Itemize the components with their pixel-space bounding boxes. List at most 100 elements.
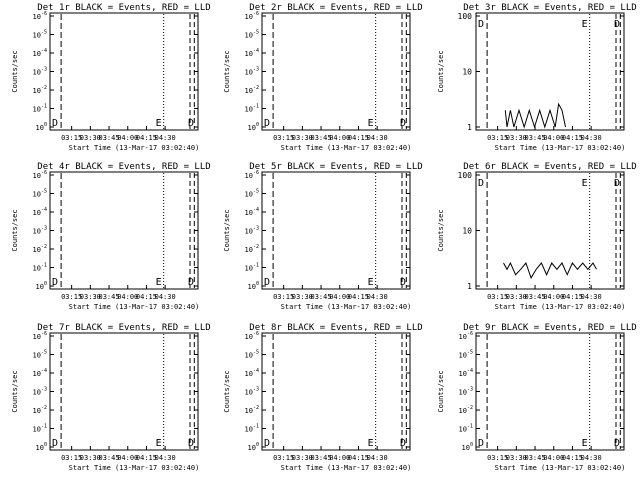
marker-d-start: D <box>52 118 58 129</box>
x-tick-label: 03:30 <box>292 134 313 142</box>
plot-frame <box>49 171 199 290</box>
x-tick-label: 03:45 <box>99 454 120 462</box>
x-tick-label: 04:30 <box>155 134 176 142</box>
marker-d-start: D <box>478 178 484 189</box>
y-tick-label: 10-2 <box>459 405 473 415</box>
y-tick-label: 100 <box>36 122 47 132</box>
marker-d-end: D <box>188 277 194 288</box>
x-tick-label: 03:45 <box>525 293 546 301</box>
marker-d-end: D <box>188 438 194 449</box>
y-tick-label: 10-1 <box>33 104 47 114</box>
x-tick-label: 04:00 <box>543 454 564 462</box>
panel-det4r: Det 4r BLACK = Events, RED = LLD Counts/s… <box>11 162 211 311</box>
plot-frame <box>261 171 411 290</box>
x-tick-label: 03:45 <box>99 293 120 301</box>
panel-title: Det 5r BLACK = Events, RED = LLD <box>249 162 422 172</box>
x-tick-label: 04:00 <box>543 134 564 142</box>
panel-title: Det 8r BLACK = Events, RED = LLD <box>249 323 422 333</box>
panel-det3r: Det 3r BLACK = Events, RED = LLD Counts/s… <box>437 3 637 152</box>
x-axis-label: Start Time (13-Mar-17 03:02:40) <box>69 464 200 472</box>
x-tick-label: 03:30 <box>506 454 527 462</box>
y-tick-label: 10-5 <box>245 350 259 360</box>
y-tick-label: 10-3 <box>245 226 259 236</box>
y-tick-label: 10-6 <box>459 331 473 341</box>
y-tick-label: 10-4 <box>33 48 47 58</box>
marker-d-end: D <box>400 118 406 129</box>
x-tick-label: 03:15 <box>61 293 82 301</box>
y-tick-label: 10-5 <box>459 350 473 360</box>
y-tick-label: 10-6 <box>33 11 47 21</box>
panel-title: Det 4r BLACK = Events, RED = LLD <box>37 162 210 172</box>
y-tick-label: 10-4 <box>33 207 47 217</box>
x-axis-label: Start Time (13-Mar-17 03:02:40) <box>495 464 626 472</box>
marker-d-start: D <box>264 118 270 129</box>
panel-det9r: Det 9r BLACK = Events, RED = LLD Counts/s… <box>437 323 637 472</box>
x-tick-label: 04:15 <box>136 454 157 462</box>
x-tick-label: 03:15 <box>273 134 294 142</box>
x-tick-label: 04:00 <box>117 454 138 462</box>
x-axis-label: Start Time (13-Mar-17 03:02:40) <box>281 464 412 472</box>
marker-d-end: D <box>188 118 194 129</box>
x-tick-label: 04:00 <box>329 454 350 462</box>
panel-det5r: Det 5r BLACK = Events, RED = LLD Counts/s… <box>223 162 423 311</box>
y-tick-label: 10-6 <box>245 11 259 21</box>
plot-frame <box>475 171 625 290</box>
y-tick-label: 100 <box>248 442 259 452</box>
y-tick-label: 100 <box>36 442 47 452</box>
y-tick-label: 10-2 <box>33 244 47 254</box>
y-tick-label: 10 <box>462 227 472 236</box>
x-tick-label: 04:15 <box>348 454 369 462</box>
x-tick-label: 03:15 <box>61 454 82 462</box>
marker-d-start: D <box>478 19 484 30</box>
panel-det1r: Det 1r BLACK = Events, RED = LLD Counts/s… <box>11 3 211 152</box>
y-tick-label: 10-6 <box>33 331 47 341</box>
x-tick-label: 04:30 <box>155 293 176 301</box>
y-tick-label: 10-4 <box>245 48 259 58</box>
y-tick-label: 10-5 <box>33 30 47 40</box>
marker-e: E <box>368 118 374 129</box>
x-tick-label: 03:15 <box>487 454 508 462</box>
y-tick-label: 100 <box>248 281 259 291</box>
y-tick-label: 10-2 <box>33 85 47 95</box>
y-axis-label: Counts/sec <box>437 370 445 412</box>
panel-title: Det 7r BLACK = Events, RED = LLD <box>37 323 210 333</box>
x-tick-label: 04:00 <box>543 293 564 301</box>
x-tick-label: 04:15 <box>136 134 157 142</box>
y-axis-label: Counts/sec <box>11 370 19 412</box>
y-tick-label: 10-5 <box>245 189 259 199</box>
x-tick-label: 04:00 <box>329 134 350 142</box>
panel-det2r: Det 2r BLACK = Events, RED = LLD Counts/s… <box>223 3 423 152</box>
plot-frame <box>475 12 625 131</box>
x-tick-label: 04:30 <box>581 134 602 142</box>
y-tick-label: 10-4 <box>245 368 259 378</box>
y-tick-label: 100 <box>458 171 473 180</box>
plot-frame <box>475 332 625 451</box>
x-tick-label: 03:30 <box>80 454 101 462</box>
panel-det7r: Det 7r BLACK = Events, RED = LLD Counts/s… <box>11 323 211 472</box>
marker-e: E <box>582 438 588 449</box>
marker-e: E <box>156 438 162 449</box>
marker-e: E <box>368 438 374 449</box>
y-tick-label: 10-4 <box>245 207 259 217</box>
y-tick-label: 10-1 <box>245 424 259 434</box>
x-tick-label: 04:00 <box>117 134 138 142</box>
x-tick-label: 04:15 <box>136 293 157 301</box>
marker-d-end: D <box>614 178 620 189</box>
y-tick-label: 10-6 <box>33 170 47 180</box>
y-tick-label: 10-2 <box>245 244 259 254</box>
marker-d-end: D <box>400 438 406 449</box>
x-tick-label: 03:15 <box>487 134 508 142</box>
x-tick-label: 03:30 <box>80 134 101 142</box>
y-axis-label: Counts/sec <box>11 50 19 92</box>
x-tick-label: 04:00 <box>329 293 350 301</box>
y-tick-label: 10-2 <box>245 85 259 95</box>
x-axis-label: Start Time (13-Mar-17 03:02:40) <box>281 303 412 311</box>
y-axis-label: Counts/sec <box>437 50 445 92</box>
y-tick-label: 10-6 <box>245 331 259 341</box>
y-tick-label: 10-4 <box>33 368 47 378</box>
x-tick-label: 03:15 <box>487 293 508 301</box>
marker-d-start: D <box>264 277 270 288</box>
plot-frame <box>49 12 199 131</box>
x-tick-label: 04:15 <box>562 293 583 301</box>
